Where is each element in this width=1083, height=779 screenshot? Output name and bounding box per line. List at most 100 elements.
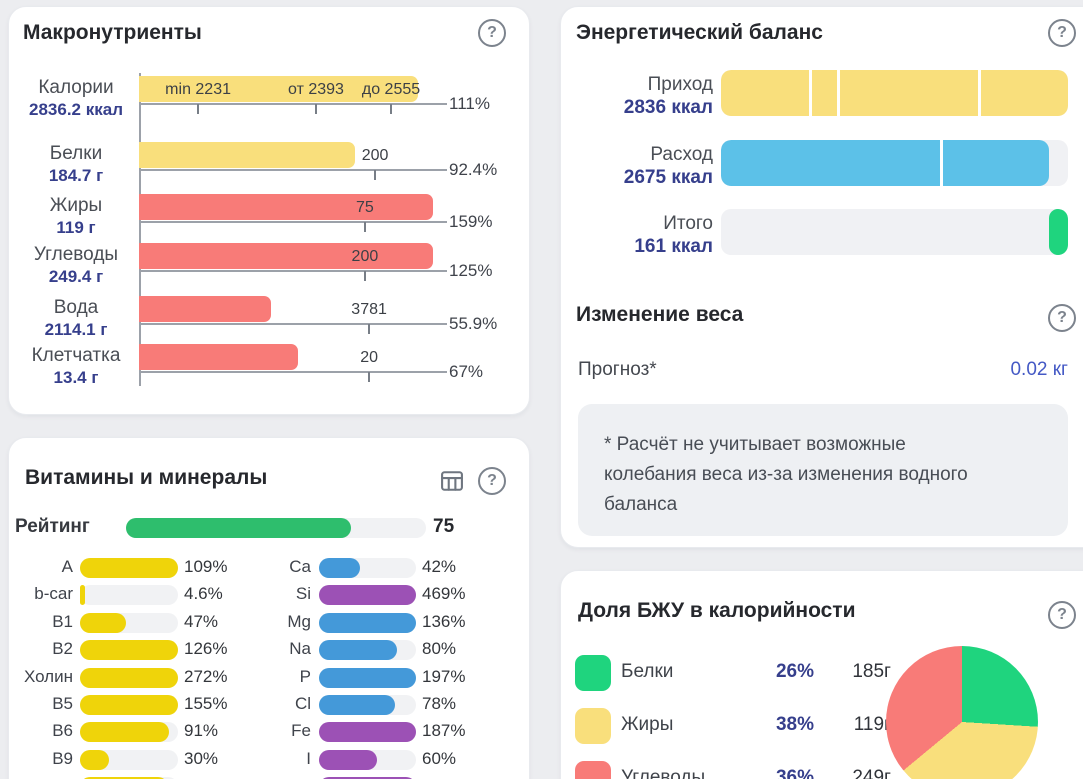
help-icon[interactable]: ? [478, 467, 506, 495]
vitamin-name: B6 [52, 721, 73, 740]
mineral-fill [319, 558, 360, 578]
expense-label-block: Расход 2675 ккал [561, 143, 713, 189]
percent-of-norm: 67% [449, 362, 484, 381]
tick-label: 200 [361, 147, 389, 164]
forecast-label: Прогноз* [578, 359, 657, 380]
mineral-bar [319, 558, 416, 578]
vitamin-row: Холин 272% P 197% [9, 667, 531, 688]
vitamin-bar [80, 585, 178, 605]
mineral-name: Fe [291, 721, 311, 740]
help-icon[interactable]: ? [1048, 601, 1076, 629]
vitamin-row: B1 47% Mg 136% [9, 612, 531, 633]
tick-label: от 2393 [288, 81, 344, 98]
mineral-fill [319, 668, 416, 688]
bju-share-card: Доля БЖУ в калорийности ? Белки 26% 185г… [560, 570, 1083, 779]
legend-label: Жиры [621, 714, 674, 735]
tick-mark [368, 324, 371, 334]
vitamin-fill [80, 668, 178, 688]
macro-value: 2836.2 ккал [29, 100, 123, 119]
vitamin-row: B2 126% Na 80% [9, 639, 531, 660]
fat-swatch [575, 708, 611, 744]
rating-label: Рейтинг [15, 516, 90, 537]
mineral-name: P [299, 667, 311, 686]
mineral-bar [319, 668, 416, 688]
tick-mark [374, 170, 377, 180]
mineral-percent: 197% [422, 667, 466, 686]
vitamin-fill [80, 722, 170, 742]
mineral-name: Cl [294, 694, 311, 713]
tick-mark [363, 271, 366, 281]
intake-label-block: Приход 2836 ккал [561, 73, 713, 119]
water-bar [139, 296, 271, 322]
macro-label-water: Вода 2114.1 г [27, 297, 125, 340]
macro-value: 249.4 г [48, 267, 104, 286]
mineral-fill [319, 613, 416, 633]
legend-grams: 119г [853, 714, 891, 735]
vitamin-name: B2 [52, 639, 73, 658]
vitamin-bar [80, 613, 178, 633]
fat-bar [139, 194, 433, 220]
vitamin-percent: 4.6% [184, 584, 223, 603]
mineral-bar [319, 640, 416, 660]
mineral-bar [319, 695, 416, 715]
expense-label: Расход [650, 144, 713, 165]
percent-of-norm: 159% [449, 212, 493, 231]
legend-row-carbs: Углеводы 36% 249г [575, 761, 1075, 779]
legend-grams: 185г [852, 661, 891, 682]
rating-value: 75 [433, 516, 455, 537]
expense-fill [721, 140, 1049, 186]
help-icon[interactable]: ? [1048, 304, 1076, 332]
vitamin-bar [80, 695, 178, 715]
mineral-bar [319, 613, 416, 633]
expense-bar [721, 140, 1068, 186]
vitamin-name: A [61, 557, 73, 576]
carbs-swatch [575, 761, 611, 779]
legend-label: Углеводы [621, 767, 706, 779]
tick-label: до 2555 [361, 81, 421, 98]
vitamin-bar [80, 668, 178, 688]
mineral-name: Ca [289, 557, 311, 576]
legend-label: Белки [621, 661, 674, 682]
mineral-bar [319, 585, 416, 605]
row-axis [139, 103, 447, 105]
vitamin-bar [80, 722, 178, 742]
help-glyph: ? [487, 472, 497, 489]
legend-row-protein: Белки 26% 185г [575, 655, 1075, 691]
vitamin-fill [80, 777, 169, 779]
meal-divider [809, 70, 813, 116]
macro-name: Калории [38, 77, 114, 98]
tick-label: 3781 [351, 301, 387, 318]
row-axis [139, 323, 447, 325]
vitamin-name: B5 [52, 694, 73, 713]
help-icon[interactable]: ? [1048, 19, 1076, 47]
vitamin-percent: 30% [184, 749, 219, 768]
vitamin-bar [80, 558, 178, 578]
intake-value: 2836 ккал [623, 97, 713, 118]
total-surplus-segment [1048, 209, 1068, 255]
macro-label-protein: Белки 184.7 г [27, 143, 125, 186]
tick-mark [390, 104, 392, 114]
vitamin-percent: 91% [184, 721, 219, 740]
vitamin-fill [80, 613, 127, 633]
percent-of-norm: 92.4% [449, 160, 498, 179]
macro-value: 184.7 г [48, 166, 104, 185]
vitamin-row: b-car 4.6% Si 469% [9, 584, 531, 605]
help-glyph: ? [1057, 309, 1067, 326]
tick-mark [197, 104, 200, 114]
mineral-fill [319, 640, 397, 660]
vitamin-row-partial [9, 777, 531, 779]
vitamin-name: Холин [23, 667, 73, 686]
mineral-name: I [306, 749, 311, 768]
energy-row-intake: Приход 2836 ккал [561, 70, 1083, 119]
intake-label: Приход [647, 74, 713, 95]
table-icon[interactable] [438, 467, 466, 495]
vitamin-row: B5 155% Cl 78% [9, 694, 531, 715]
help-icon[interactable]: ? [478, 19, 506, 47]
protein-bar [139, 142, 355, 168]
vitamin-name: b-car [34, 584, 73, 603]
mineral-fill [319, 722, 416, 742]
tick-label: 200 [351, 248, 379, 265]
mineral-percent: 136% [422, 612, 466, 631]
vitamin-bar [80, 777, 178, 779]
